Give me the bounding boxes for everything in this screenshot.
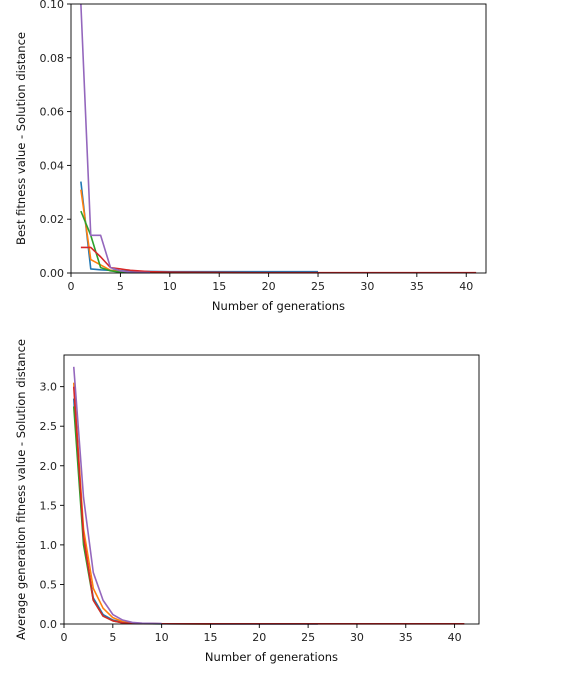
series-line-2 xyxy=(72,382,211,625)
series-line-5 xyxy=(80,3,151,274)
x-tick-label: 15 xyxy=(203,631,217,644)
y-tick-label: 0.02 xyxy=(40,213,65,226)
y-tick-label: 0.06 xyxy=(40,106,65,119)
x-tick-label: 25 xyxy=(311,280,325,293)
x-tick-label: 20 xyxy=(262,280,276,293)
y-axis-label: Average generation fitness value - Solut… xyxy=(14,339,28,640)
x-tick-label: 40 xyxy=(448,631,462,644)
average-fitness-chart: 0 5 10 15 20 25 30 35 40 0.0 0.5 1.0 1.5 2.0 2.5 3.0 Num… xyxy=(14,339,480,664)
y-tick-label: 1.0 xyxy=(40,539,58,552)
x-tick-label: 35 xyxy=(399,631,413,644)
y-tick-label: 0.10 xyxy=(40,0,65,11)
y-tick-label: 2.0 xyxy=(40,460,58,473)
x-tick-label: 20 xyxy=(252,631,266,644)
plot-frame xyxy=(63,354,480,625)
x-tick-label: 0 xyxy=(68,280,75,293)
x-tick-label: 15 xyxy=(212,280,226,293)
x-tick-label: 10 xyxy=(163,280,177,293)
y-axis-label: Best fitness value - Solution distance xyxy=(14,32,28,245)
y-tick-label: 0.5 xyxy=(40,578,58,591)
series-line-3 xyxy=(80,210,151,274)
y-tick-label: 3.0 xyxy=(40,381,58,394)
x-tick-label: 40 xyxy=(459,280,473,293)
y-tick-label: 0.08 xyxy=(40,52,65,65)
series-line-3 xyxy=(72,406,162,625)
series-line-1 xyxy=(72,398,318,625)
x-tick-label: 30 xyxy=(360,280,374,293)
x-tick-label: 5 xyxy=(109,631,116,644)
x-axis-label: Number of generations xyxy=(205,650,338,664)
best-fitness-chart: 0 5 10 15 20 25 30 35 40 0.00 0.02 0.04 0.06 0.08 0.10… xyxy=(14,0,487,313)
y-tick-label: 1.5 xyxy=(40,499,58,512)
x-tick-label: 25 xyxy=(301,631,315,644)
plot-frame xyxy=(70,3,487,274)
x-tick-label: 30 xyxy=(350,631,364,644)
series-line-5 xyxy=(72,366,162,625)
y-tick-label: 0.04 xyxy=(40,159,65,172)
series-line-2 xyxy=(80,189,190,274)
x-tick-label: 5 xyxy=(117,280,124,293)
y-tick-label: 0.00 xyxy=(40,267,65,280)
series-line-1 xyxy=(80,181,319,273)
x-tick-label: 0 xyxy=(61,631,68,644)
series-line-4 xyxy=(80,246,477,274)
x-axis-label: Number of generations xyxy=(212,299,345,313)
x-tick-label: 10 xyxy=(155,631,169,644)
x-tick-label: 35 xyxy=(410,280,424,293)
y-tick-label: 0.0 xyxy=(40,618,58,631)
y-tick-label: 2.5 xyxy=(40,420,58,433)
series-line-4 xyxy=(72,386,465,625)
